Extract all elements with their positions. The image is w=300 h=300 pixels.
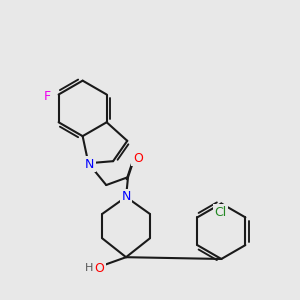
Text: O: O: [94, 262, 104, 275]
Text: O: O: [133, 152, 143, 165]
Text: F: F: [44, 90, 51, 103]
Text: N: N: [85, 158, 94, 171]
Text: H: H: [85, 263, 94, 273]
Text: N: N: [122, 190, 131, 203]
Text: Cl: Cl: [214, 206, 226, 219]
